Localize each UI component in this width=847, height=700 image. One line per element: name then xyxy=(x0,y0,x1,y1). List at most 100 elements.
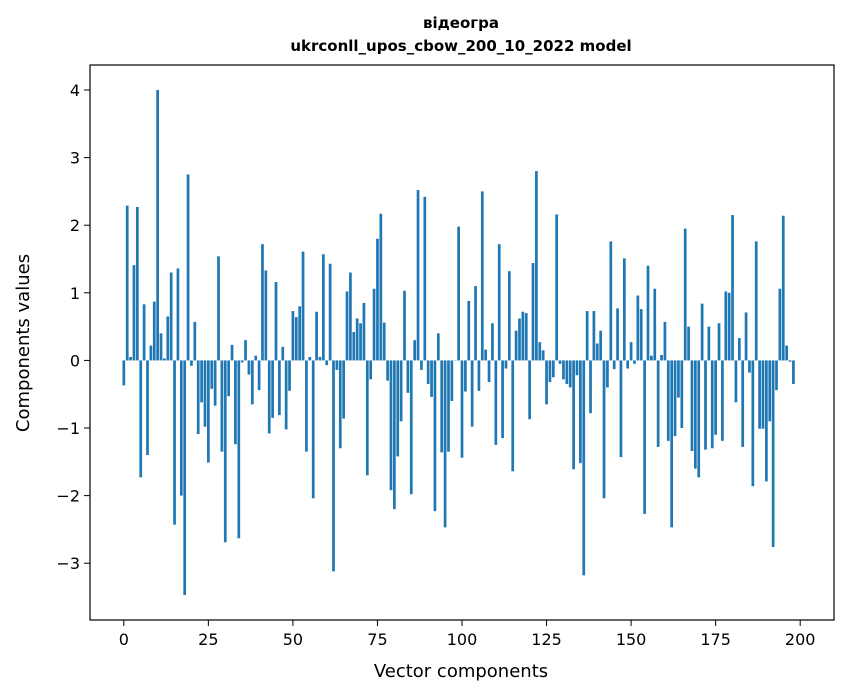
bar xyxy=(349,273,352,361)
bar xyxy=(156,90,159,360)
bar xyxy=(136,207,139,360)
bar xyxy=(204,360,207,426)
x-tick-label: 200 xyxy=(785,630,816,649)
bar xyxy=(133,265,136,360)
bar xyxy=(288,360,291,390)
bar xyxy=(522,312,525,361)
x-tick-label: 150 xyxy=(616,630,647,649)
bar xyxy=(251,360,254,404)
bar xyxy=(227,360,230,396)
bar xyxy=(139,360,142,477)
bar xyxy=(667,360,670,440)
bar xyxy=(758,360,761,428)
bar xyxy=(322,254,325,360)
bar xyxy=(271,360,274,417)
bar xyxy=(217,256,220,360)
bar xyxy=(129,357,132,360)
bar xyxy=(728,293,731,361)
bar xyxy=(657,360,660,447)
bar xyxy=(714,360,717,434)
bar xyxy=(792,360,795,384)
bar xyxy=(423,197,426,361)
y-tick-label: 2 xyxy=(70,216,80,235)
bar xyxy=(292,311,295,360)
bar xyxy=(187,175,190,361)
bar xyxy=(336,360,339,369)
bar xyxy=(549,360,552,382)
bar xyxy=(173,360,176,524)
bar xyxy=(451,360,454,401)
bar xyxy=(745,312,748,360)
bar xyxy=(599,331,602,361)
bar xyxy=(281,347,284,361)
bar xyxy=(532,263,535,360)
x-tick-label: 25 xyxy=(198,630,218,649)
bar xyxy=(393,360,396,509)
bar xyxy=(369,360,372,379)
bar xyxy=(126,206,129,361)
bar xyxy=(278,360,281,415)
bar xyxy=(308,357,311,360)
bar xyxy=(146,360,149,455)
y-tick-label: −1 xyxy=(56,419,80,438)
bar xyxy=(620,360,623,457)
bar xyxy=(400,360,403,421)
bar xyxy=(488,360,491,382)
bar xyxy=(359,323,362,360)
bar xyxy=(576,360,579,375)
bar xyxy=(640,309,643,360)
bar xyxy=(434,360,437,511)
bar xyxy=(244,340,247,360)
bar xyxy=(366,360,369,475)
bar xyxy=(762,360,765,428)
bar xyxy=(417,190,420,360)
bar xyxy=(315,312,318,361)
bar xyxy=(616,308,619,360)
bar xyxy=(694,360,697,468)
bar xyxy=(711,360,714,448)
y-tick-label: 4 xyxy=(70,81,80,100)
bar xyxy=(511,360,514,471)
bar xyxy=(325,360,328,365)
bar xyxy=(386,360,389,380)
bar xyxy=(562,360,565,379)
bar xyxy=(613,360,616,369)
bar xyxy=(596,344,599,361)
bar xyxy=(177,268,180,360)
bar xyxy=(535,171,538,360)
bar xyxy=(410,360,413,494)
bar xyxy=(637,296,640,361)
bar xyxy=(420,360,423,369)
y-tick-label: 3 xyxy=(70,149,80,168)
bar xyxy=(407,360,410,392)
bar xyxy=(751,360,754,486)
bar xyxy=(383,323,386,361)
bar xyxy=(298,306,301,360)
bar xyxy=(474,286,477,360)
bar xyxy=(630,342,633,360)
bar xyxy=(674,360,677,436)
bar xyxy=(481,191,484,360)
bar xyxy=(633,360,636,363)
bar xyxy=(626,360,629,368)
bar xyxy=(319,357,322,360)
bar xyxy=(461,360,464,457)
y-tick-label: −2 xyxy=(56,487,80,506)
x-tick-label: 175 xyxy=(700,630,731,649)
bar xyxy=(342,360,345,418)
bar xyxy=(403,291,406,361)
bar xyxy=(586,311,589,360)
x-tick-label: 50 xyxy=(283,630,303,649)
bar xyxy=(687,327,690,361)
bar xyxy=(197,360,200,434)
bar xyxy=(670,360,673,527)
bar xyxy=(170,273,173,361)
bar xyxy=(741,360,744,447)
bar xyxy=(329,264,332,361)
bar xyxy=(528,360,531,419)
bar xyxy=(237,360,240,538)
bar xyxy=(708,327,711,361)
bar xyxy=(440,360,443,452)
bar xyxy=(748,360,751,372)
